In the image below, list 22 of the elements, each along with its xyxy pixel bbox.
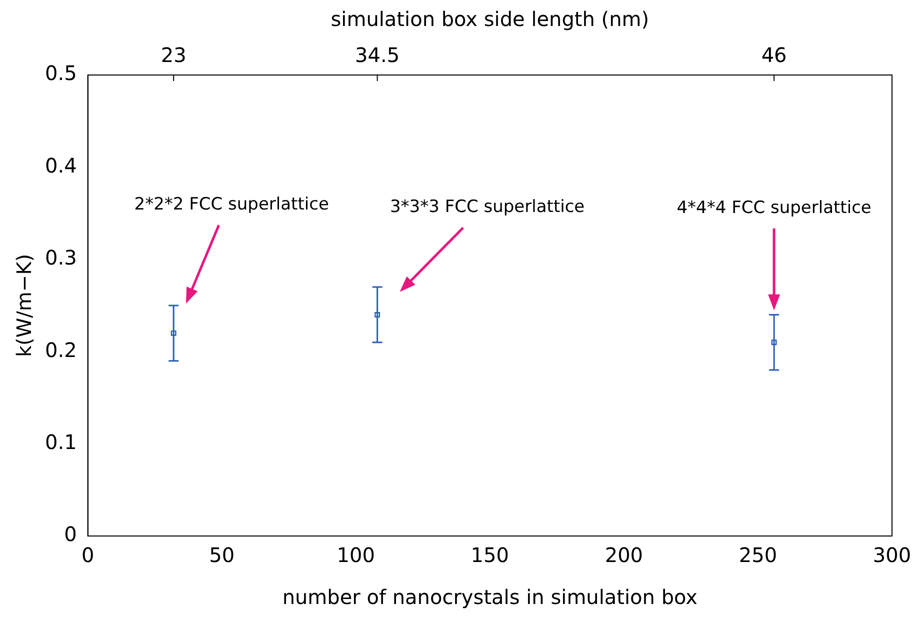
y-tick-label: 0.2 [44,338,77,362]
annotation: 46 [761,43,787,68]
y-tick-label: 0.4 [44,153,77,178]
x-tick-label: 150 [470,543,509,568]
y-tick-label: 0.5 [44,61,77,86]
annotation: 2*2*2 FCC superlattice [134,194,329,215]
y-tick-label: 0 [64,522,77,546]
x-tick-label: 0 [81,543,94,568]
annotation: 4*4*4 FCC superlattice [676,198,872,218]
y-tick-label: 0.1 [44,430,77,454]
annotation: 23 [160,43,186,68]
x-tick-label: 250 [738,543,778,568]
y-tick-label: 0.3 [44,246,77,270]
annotation: 34.5 [355,43,400,68]
annotation: 3*3*3 FCC superlattice [390,197,585,218]
x-tick-label: 50 [209,543,235,568]
x-tick-label: 100 [336,543,375,568]
x2-axis-title: simulation box side length (nm) [330,7,650,32]
x-tick-label: 300 [872,543,912,568]
x-tick-label: 200 [604,543,644,568]
y-axis-title: k(W/m−K) [12,254,36,358]
x-axis-title: number of nanocrystals in simulation box [282,585,698,610]
